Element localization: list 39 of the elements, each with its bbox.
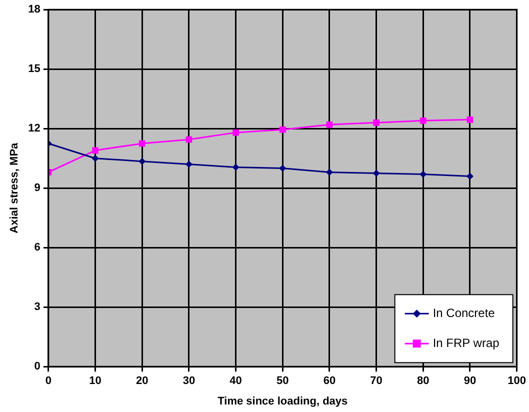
point (420, 170, 427, 178)
x-tick-label: 20 (136, 375, 148, 388)
point (138, 140, 146, 147)
x-tick-label: 70 (370, 375, 382, 388)
x-tick-label: 60 (323, 375, 336, 388)
point (138, 158, 146, 165)
point (232, 129, 239, 136)
x-tick-label: 10 (89, 375, 102, 388)
legend-label: In Concrete (432, 306, 496, 320)
point (326, 168, 333, 176)
y-tick-label: 9 (34, 182, 40, 194)
point (279, 164, 286, 172)
legend-label: In FRP wrap (432, 336, 500, 350)
point (279, 126, 286, 133)
point (372, 170, 380, 177)
point (92, 147, 98, 154)
x-axis-title: Time since loading, days (218, 395, 348, 408)
point (466, 172, 474, 180)
point (185, 160, 192, 168)
y-tick-label: 15 (28, 63, 40, 76)
x-tick-label: 100 (508, 375, 526, 388)
point (92, 154, 99, 162)
y-axis-title: Axial stress, MPa (8, 142, 21, 234)
x-tick-label: 40 (230, 375, 242, 388)
point (420, 117, 426, 124)
point (466, 116, 474, 123)
point (373, 119, 380, 126)
y-tick-label: 6 (34, 242, 40, 254)
x-tick-label: 90 (464, 375, 476, 388)
x-tick-label: 80 (417, 375, 430, 388)
y-tick-label: 18 (28, 4, 40, 16)
x-tick-label: 0 (45, 375, 52, 388)
x-tick-label: 50 (276, 375, 289, 388)
point (232, 164, 240, 171)
y-tick-label: 0 (34, 360, 40, 373)
point (326, 121, 333, 128)
y-tick-label: 3 (34, 301, 40, 314)
y-tick-label: 12 (28, 122, 40, 135)
x-tick-label: 30 (182, 375, 196, 388)
